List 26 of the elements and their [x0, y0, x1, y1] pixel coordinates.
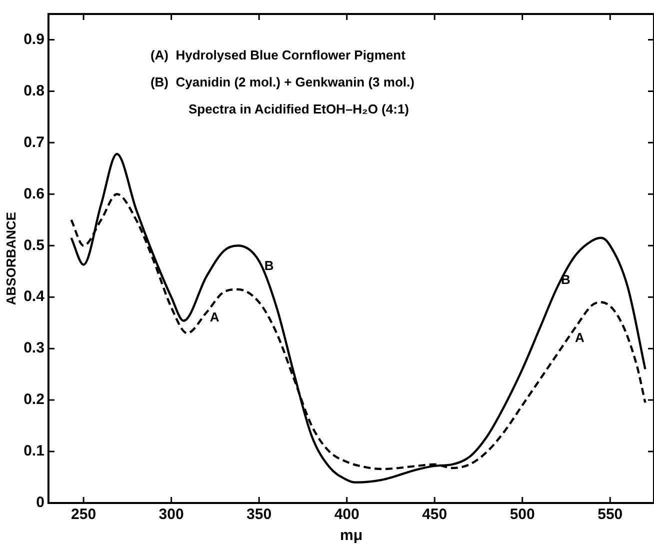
y-axis-title: ABSORBANCE — [3, 212, 18, 306]
y-tick-label: 0.6 — [24, 185, 44, 202]
annotation: (B) Cyanidin (2 mol.) + Genkwanin (3 mol.) — [150, 74, 414, 90]
y-tick-label: 0.3 — [24, 340, 44, 357]
y-tick-label: 0.5 — [24, 236, 44, 254]
y-tick-label: 0.2 — [24, 391, 44, 408]
y-tick-label: 0.1 — [24, 442, 44, 460]
x-tick-label: 400 — [334, 506, 360, 524]
y-tick-label: 0 — [36, 494, 44, 512]
x-tick-label: 450 — [422, 506, 448, 524]
x-axis-title: mμ — [340, 527, 362, 544]
x-tick-label: 500 — [510, 506, 535, 524]
annotation: (A) Hydrolysed Blue Cornflower Pigment — [150, 48, 406, 63]
y-tick-label: 0.8 — [24, 82, 44, 100]
x-tick-label: 550 — [598, 506, 623, 524]
y-tick-label: 0.7 — [24, 134, 44, 151]
annotation: A — [210, 309, 220, 324]
y-tick-label: 0.4 — [24, 288, 46, 306]
annotation: A — [575, 330, 586, 345]
x-tick-label: 250 — [71, 506, 96, 524]
x-tick-label: 350 — [246, 506, 272, 524]
x-tick-label: 300 — [158, 506, 184, 524]
y-tick-label: 0.9 — [24, 30, 44, 48]
annotation: Spectra in Acidified EtOH–H₂O (4:1) — [188, 102, 410, 117]
line-series — [70, 152, 646, 484]
annotation: B — [264, 258, 274, 273]
